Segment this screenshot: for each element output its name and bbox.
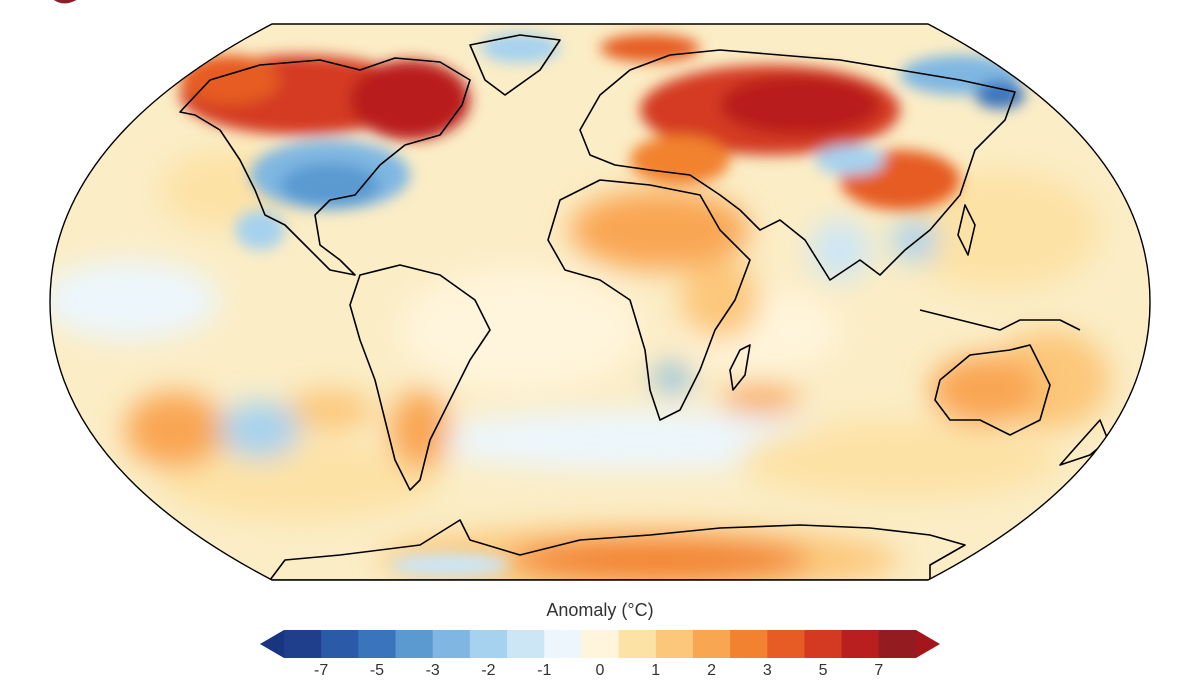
colorbar-swatch: [730, 630, 768, 658]
outline-japan: [957, 204, 976, 256]
colorbar-tick-label: 7: [874, 662, 884, 679]
colorbar-swatch: [507, 630, 545, 658]
colorbar-swatch: [804, 630, 843, 658]
colorbar-swatch: [878, 630, 917, 658]
outline-africa: [547, 179, 751, 421]
outline-indonesia: [919, 309, 1081, 331]
colorbar-tick-label: -7: [314, 662, 329, 679]
colorbar-swatch: [618, 630, 657, 658]
colorbar-tick-label: 0: [595, 662, 605, 679]
anomaly-blobs-strong: [180, 33, 1025, 577]
colorbar-arrow-low: [260, 630, 284, 658]
legend-title: Anomaly (°C): [546, 600, 654, 620]
colorbar-swatch: [767, 630, 805, 658]
colorbar-swatch: [544, 630, 582, 658]
colorbar-swatch: [655, 630, 694, 658]
colorbar-swatch: [841, 630, 880, 658]
map-border: [49, 23, 1151, 581]
colorbar-swatch: [358, 630, 397, 658]
temperature-anomaly-map: [49, 23, 1151, 581]
continent-outlines: [179, 34, 1109, 580]
outline-north-america: [179, 57, 471, 276]
colorbar-swatch: [581, 630, 620, 658]
outline-madagascar: [729, 344, 751, 391]
colorbar-swatch: [321, 630, 359, 658]
colorbar-swatch: [692, 630, 731, 658]
colorbar-tick-label: 3: [762, 662, 772, 679]
logo-icon: [54, 0, 77, 4]
colorbar-swatch: [469, 630, 508, 658]
colorbar-tick-label: 5: [818, 662, 828, 679]
colorbar: [260, 630, 940, 658]
colorbar-swatch: [395, 630, 434, 658]
colorbar-tick-label: 2: [707, 662, 716, 679]
colorbar-tick-label: -5: [369, 662, 385, 679]
colorbar-tick-label: -1: [537, 662, 552, 679]
outline-antarctica: [269, 519, 966, 580]
colorbar-swatch: [284, 630, 322, 658]
colorbar-tick-label: -2: [481, 662, 496, 679]
anomaly-blobs-broad: [50, 150, 1110, 580]
colorbar-arrow-high: [916, 630, 940, 658]
anomaly-field: [50, 24, 1150, 580]
colorbar-swatch: [432, 630, 471, 658]
outline-south-america: [349, 264, 491, 491]
colorbar-tick-label: -3: [425, 662, 440, 679]
outline-greenland: [469, 34, 561, 96]
colorbar-tick-label: 1: [651, 662, 661, 679]
outline-eurasia: [579, 49, 1016, 281]
outline-australia: [934, 344, 1051, 436]
